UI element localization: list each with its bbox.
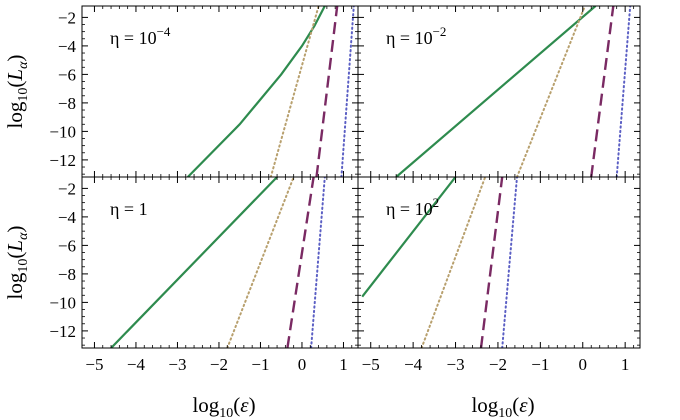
series-group	[187, 6, 355, 177]
xlabel-close: )	[249, 393, 256, 417]
ylabel-close: )	[3, 226, 27, 233]
x-tick-label: −4	[127, 355, 146, 374]
x-tick-label: −2	[210, 355, 228, 374]
panel-2: η = 10−2	[357, 5, 641, 178]
xlabel-base: 10	[219, 406, 233, 420]
panel-label: η = 1	[110, 199, 148, 219]
x-tick-label: −3	[168, 355, 186, 374]
panel-label-base: η = 10	[386, 28, 433, 48]
ylabel-close: )	[3, 55, 27, 62]
series-tan-dotted	[516, 6, 586, 177]
y-tick-label: −8	[58, 94, 76, 113]
series-tan-dotted	[269, 6, 320, 177]
xlabel-open: (	[233, 393, 240, 417]
xlabel-eps: ε	[519, 393, 528, 417]
x-tick-label: −4	[404, 355, 423, 374]
panel-label-exponent: 2	[433, 195, 440, 210]
ylabel-alpha: α	[16, 61, 31, 69]
panel-label-exponent: −4	[157, 24, 171, 39]
panel-label-exponent: −2	[433, 24, 447, 39]
ylabel-log: log	[3, 272, 27, 299]
xlabel-base: 10	[498, 406, 512, 420]
panel-label-base: η = 10	[386, 199, 433, 219]
panel-label: η = 10−4	[110, 24, 171, 48]
series-blue-dotted	[310, 177, 326, 348]
y-axis-label-bottom: log10(Lα)	[3, 226, 31, 300]
y-tick-label: −2	[58, 179, 76, 198]
ylabel-L: L	[3, 240, 27, 253]
ylabel-base: 10	[16, 88, 31, 102]
ylabel-arg: (	[3, 252, 27, 259]
x-tick-label: 0	[579, 355, 588, 374]
series-purple-dashed	[479, 177, 504, 348]
series-purple-dashed	[590, 6, 615, 177]
series-group	[361, 177, 518, 348]
xlabel-open: (	[512, 393, 519, 417]
x-tick-label: −5	[85, 355, 103, 374]
panel-1: −2−4−6−8−10−12η = 10−4	[49, 5, 359, 178]
ylabel-L: L	[3, 69, 27, 82]
panel-label-base: η = 1	[110, 199, 148, 219]
ylabel-base: 10	[16, 259, 31, 273]
x-tick-label: 0	[298, 355, 307, 374]
x-axis-label-right: log10(ε)	[471, 393, 534, 420]
panel-label: η = 102	[386, 195, 439, 219]
series-blue-dotted	[340, 6, 355, 177]
xlabel-eps: ε	[240, 393, 249, 417]
ylabel-alpha: α	[16, 232, 31, 240]
x-axis-label-left: log10(ε)	[192, 393, 255, 420]
series-purple-dashed	[286, 177, 315, 348]
y-tick-label: −4	[58, 37, 77, 56]
y-axis-label-top: log10(Lα)	[3, 55, 31, 129]
xlabel-log: log	[192, 393, 219, 417]
panel-label-base: η = 10	[110, 28, 157, 48]
y-tick-label: −6	[58, 65, 76, 84]
y-tick-label: −6	[58, 236, 76, 255]
series-tan-dotted	[226, 177, 295, 348]
panel-4: −5 −4 −3 −2 −1 0 1 η = 102	[357, 176, 641, 374]
y-tick-label: −12	[49, 151, 76, 170]
xlabel-close: )	[528, 393, 535, 417]
series-purple-dashed	[315, 6, 339, 177]
series-green-solid	[395, 6, 597, 177]
series-green-solid	[361, 177, 457, 298]
ylabel-log: log	[3, 101, 27, 128]
x-tick-label: −5	[362, 355, 380, 374]
series-green-solid	[110, 177, 278, 348]
panel-3: −2−4−6−8−10−12−5 −4 −3 −2 −1 0 1η = 1	[49, 176, 359, 374]
panel-label: η = 10−2	[386, 24, 446, 48]
ylabel-arg: (	[3, 81, 27, 88]
y-tick-label: −8	[58, 265, 76, 284]
x-tick-label: −1	[531, 355, 549, 374]
series-green-solid	[187, 6, 326, 177]
y-tick-label: −10	[49, 293, 76, 312]
series-tan-dotted	[420, 177, 487, 348]
y-tick-label: −4	[58, 208, 77, 227]
y-tick-label: −12	[49, 322, 76, 341]
x-tick-label: 1	[339, 355, 348, 374]
y-tick-label: −2	[58, 8, 76, 27]
x-tick-label: −1	[251, 355, 269, 374]
series-group	[395, 6, 632, 177]
series-blue-dotted	[501, 177, 518, 348]
series-blue-dotted	[615, 6, 632, 177]
x-tick-label: −3	[446, 355, 464, 374]
xlabel-log: log	[471, 393, 498, 417]
x-tick-label: −2	[489, 355, 507, 374]
y-tick-label: −10	[49, 122, 76, 141]
x-tick-label: 1	[621, 355, 630, 374]
panel-frame	[357, 176, 641, 349]
series-group	[110, 177, 326, 348]
